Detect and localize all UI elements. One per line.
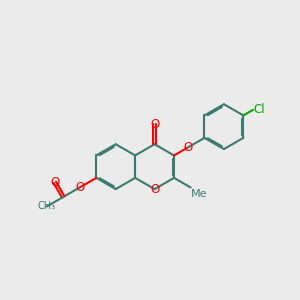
Text: CH₃: CH₃ bbox=[38, 202, 56, 212]
Text: O: O bbox=[150, 183, 159, 196]
Text: O: O bbox=[75, 181, 84, 194]
Text: O: O bbox=[183, 141, 192, 154]
Text: Me: Me bbox=[191, 189, 208, 199]
Text: O: O bbox=[50, 176, 59, 189]
Text: Cl: Cl bbox=[253, 103, 265, 116]
Text: O: O bbox=[150, 118, 159, 130]
